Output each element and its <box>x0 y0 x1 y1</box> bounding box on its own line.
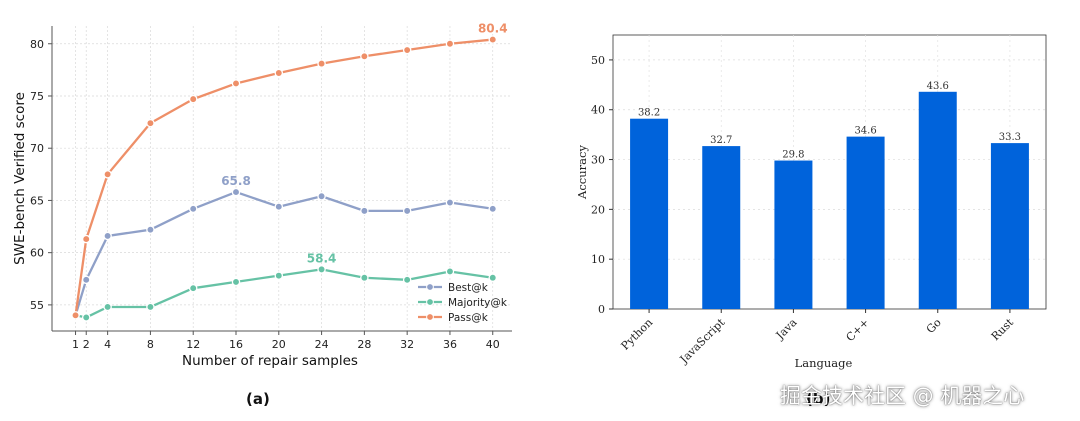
x-axis-title: Language <box>795 356 853 370</box>
y-tick-label: 30 <box>591 154 605 167</box>
data-point-best-k <box>488 204 497 214</box>
x-tick-label: 32 <box>400 338 414 351</box>
series-line-best-k <box>74 190 493 316</box>
plot-frame <box>612 34 1047 310</box>
x-tick-label-rust: Rust <box>989 316 1017 344</box>
data-point-majority-k <box>231 277 241 287</box>
data-point-pass-k <box>402 45 412 55</box>
data-point-majority-k <box>81 313 91 322</box>
bar-value-label-javascript: 32.7 <box>710 135 732 146</box>
bar-python <box>630 118 669 309</box>
legend-marker-pass-k <box>426 313 434 321</box>
x-tick-label-go: Go <box>924 316 944 336</box>
data-point-pass-k <box>71 311 80 320</box>
legend-label-majority-k: Majority@k <box>448 297 508 309</box>
data-point-best-k <box>445 198 455 207</box>
x-tick-label: 1 <box>72 338 79 351</box>
bar-chart-language-accuracy: 0 10 20 30 40 50 38.2 Python 32.7 JavaScript 29.8 J… <box>575 34 1047 370</box>
y-tick-label: 75 <box>30 90 44 103</box>
annotation-pass-k: 80.4 <box>478 22 508 36</box>
y-axis-title: SWE-bench Verified score <box>12 92 28 265</box>
y-tick-label: 80 <box>30 38 44 51</box>
bar-value-label-c-: 34.6 <box>854 126 876 137</box>
x-tick-label: 8 <box>147 338 154 351</box>
legend-marker-best-k <box>426 283 434 291</box>
legend-marker-majority-k <box>426 298 434 306</box>
y-tick-label: 55 <box>30 299 44 312</box>
annotation-best-k: 65.8 <box>221 174 251 188</box>
bar-value-label-python: 38.2 <box>638 108 660 119</box>
data-point-majority-k <box>317 265 326 274</box>
data-point-majority-k <box>402 275 412 285</box>
caption-b: (b) <box>806 390 831 408</box>
data-point-pass-k <box>445 39 455 49</box>
series-line-majority-k <box>75 268 493 319</box>
legend-label-best-k: Best@k <box>448 282 489 294</box>
data-point-best-k <box>81 275 91 285</box>
x-tick-label: 4 <box>104 338 111 351</box>
data-point-pass-k <box>231 79 241 88</box>
x-axis-title: Number of repair samples <box>182 353 358 369</box>
bar-value-label-java: 29.8 <box>782 150 804 161</box>
bar-value-label-go: 43.6 <box>927 81 949 92</box>
data-point-pass-k <box>274 68 284 78</box>
x-tick-label: 40 <box>486 338 500 351</box>
x-tick-label: 28 <box>357 338 371 351</box>
x-tick-label: 12 <box>186 338 200 351</box>
x-tick-label-python: Python <box>619 316 656 353</box>
y-tick-label: 60 <box>30 247 44 260</box>
data-point-pass-k <box>81 234 91 244</box>
y-tick-label: 50 <box>591 54 605 67</box>
data-point-best-k <box>317 192 326 201</box>
x-tick-label-javascript: JavaScript <box>677 316 728 367</box>
bar-c- <box>846 136 885 309</box>
legend-label-pass-k: Pass@k <box>448 312 489 324</box>
data-point-best-k <box>103 231 112 241</box>
data-point-majority-k <box>445 267 455 276</box>
data-point-majority-k <box>188 283 198 293</box>
y-tick-label: 0 <box>598 303 605 316</box>
data-point-best-k <box>188 204 198 214</box>
data-point-majority-k <box>103 302 112 312</box>
y-tick-label: 10 <box>591 253 605 266</box>
y-tick-label: 70 <box>30 142 44 155</box>
data-point-best-k <box>360 206 369 216</box>
data-point-pass-k <box>103 170 112 179</box>
data-point-best-k <box>274 202 284 211</box>
data-point-pass-k <box>488 35 497 44</box>
watermark: 掘金技术社区 @ 机器之心 <box>780 384 1025 408</box>
data-point-pass-k <box>360 52 369 61</box>
bar-go <box>918 91 957 309</box>
x-tick-label: 20 <box>272 338 286 351</box>
data-point-best-k <box>231 187 241 197</box>
bar-java <box>774 160 813 309</box>
data-point-majority-k <box>488 273 497 282</box>
x-tick-label: 2 <box>83 338 90 351</box>
series-line-pass-k <box>74 38 493 316</box>
bar-javascript <box>702 146 741 309</box>
data-point-pass-k <box>146 118 155 128</box>
bar-value-label-rust: 33.3 <box>999 132 1021 143</box>
x-tick-label: 24 <box>315 338 329 351</box>
x-tick-label: 16 <box>229 338 243 351</box>
y-tick-label: 20 <box>591 203 605 216</box>
x-tick-label: 36 <box>443 338 457 351</box>
y-axis-title: Accuracy <box>575 145 589 200</box>
x-tick-label-c-: C++ <box>844 316 872 344</box>
annotation-majority-k: 58.4 <box>307 251 337 265</box>
data-point-best-k <box>146 225 155 234</box>
data-point-majority-k <box>146 302 155 312</box>
caption-a: (a) <box>246 390 270 408</box>
data-point-majority-k <box>360 273 369 282</box>
data-point-pass-k <box>188 94 198 104</box>
bar-rust <box>990 143 1029 309</box>
data-point-pass-k <box>317 59 326 68</box>
x-tick-label-java: Java <box>773 316 800 343</box>
y-tick-label: 65 <box>30 194 44 207</box>
data-point-majority-k <box>274 271 284 280</box>
y-tick-label: 40 <box>591 104 605 117</box>
data-point-best-k <box>402 206 412 216</box>
